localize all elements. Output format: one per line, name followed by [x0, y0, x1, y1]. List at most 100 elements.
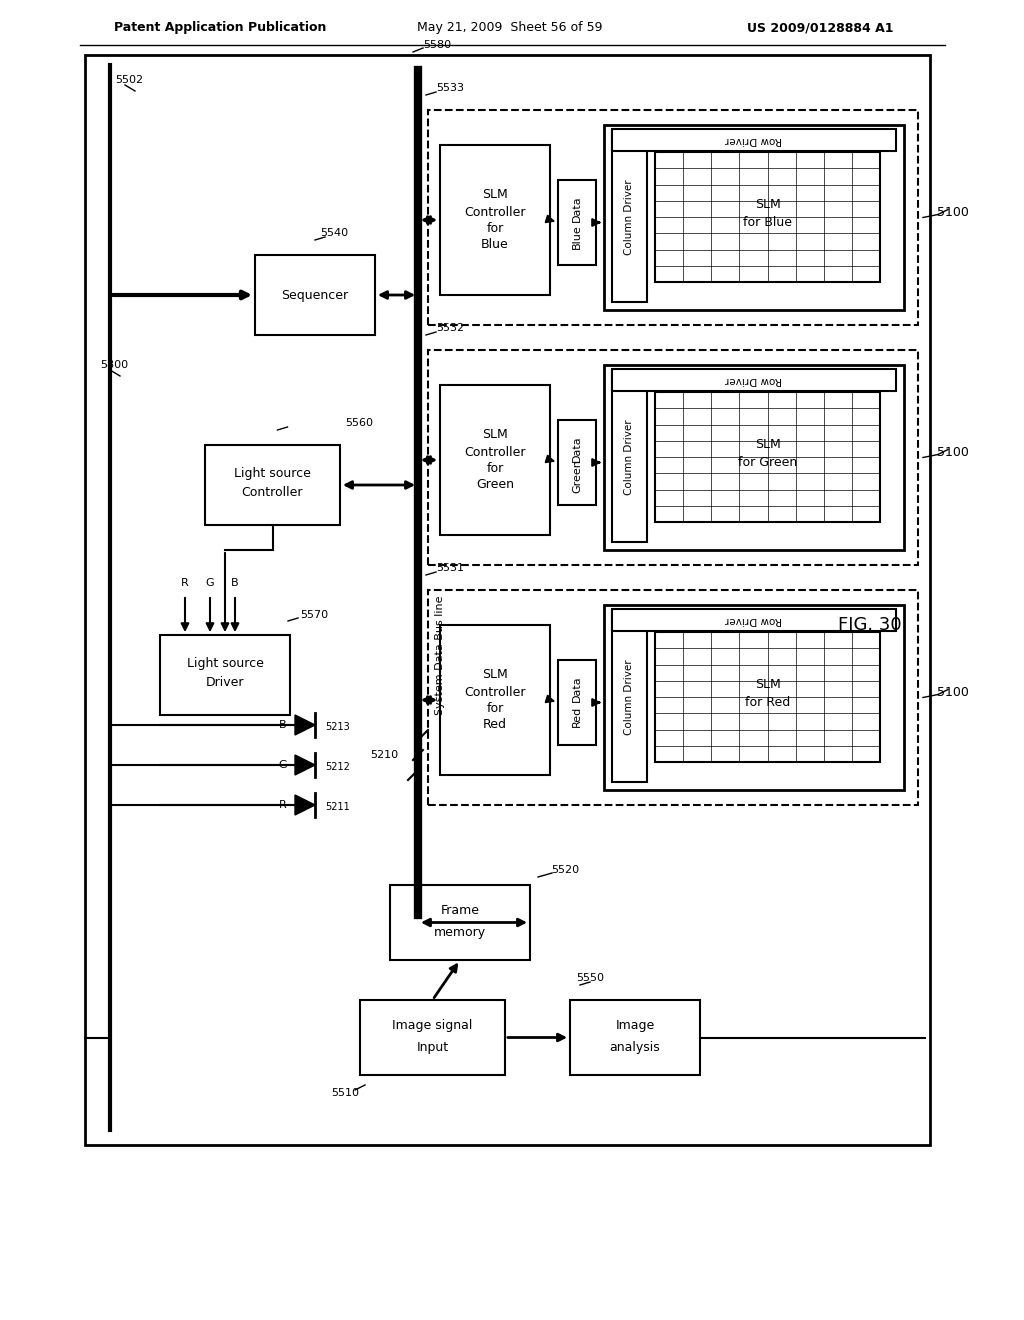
Text: SLM: SLM [482, 189, 508, 202]
Text: for Red: for Red [744, 697, 791, 710]
Text: Green: Green [476, 478, 514, 491]
Text: G: G [279, 760, 288, 770]
Bar [390, 884, 530, 960]
Text: 5212: 5212 [325, 762, 350, 772]
Bar [440, 624, 550, 775]
Text: 5520: 5520 [551, 865, 579, 875]
Text: 5533: 5533 [436, 83, 464, 92]
Text: SLM: SLM [482, 429, 508, 441]
Text: Data: Data [572, 676, 582, 702]
Bar [255, 255, 375, 335]
Text: Blue: Blue [481, 238, 509, 251]
Text: Patent Application Publication: Patent Application Publication [114, 21, 327, 34]
Text: G: G [206, 578, 214, 587]
Text: 5531: 5531 [436, 564, 464, 573]
Bar [428, 110, 918, 325]
Text: Data: Data [572, 195, 582, 222]
Text: 5510: 5510 [331, 1088, 359, 1098]
Text: SLM: SLM [755, 678, 780, 692]
Bar [428, 590, 918, 805]
Text: Image: Image [615, 1019, 654, 1032]
Polygon shape [295, 755, 315, 775]
Bar [205, 445, 340, 525]
Bar [558, 420, 596, 506]
Bar [160, 635, 290, 715]
Bar [558, 660, 596, 744]
Text: Frame: Frame [440, 904, 479, 917]
Text: R: R [181, 578, 188, 587]
Text: B: B [280, 719, 287, 730]
Bar [612, 374, 647, 543]
Text: Data: Data [572, 436, 582, 462]
Text: Controller: Controller [242, 487, 303, 499]
Text: 5800: 5800 [100, 360, 128, 370]
Text: Blue: Blue [572, 224, 582, 249]
Text: SLM: SLM [755, 438, 780, 451]
Text: Driver: Driver [206, 676, 245, 689]
Bar [612, 612, 647, 781]
Bar [604, 125, 904, 310]
Text: 5100: 5100 [937, 446, 969, 459]
Text: Row Driver: Row Driver [725, 135, 782, 145]
Text: 5550: 5550 [575, 973, 604, 983]
Text: Red: Red [572, 706, 582, 727]
Bar [85, 55, 930, 1144]
Text: for Green: for Green [738, 457, 797, 470]
Text: FIG. 30: FIG. 30 [839, 616, 902, 634]
Text: Input: Input [417, 1041, 449, 1053]
Text: Image signal: Image signal [392, 1019, 473, 1032]
Text: Controller: Controller [464, 206, 525, 219]
Bar [612, 129, 896, 150]
Text: 5100: 5100 [937, 686, 969, 700]
Bar [440, 145, 550, 294]
Bar [428, 350, 918, 565]
Text: Light source: Light source [234, 466, 311, 479]
Text: B: B [231, 578, 239, 587]
Text: for: for [486, 462, 504, 474]
Text: R: R [280, 800, 287, 810]
Text: Row Driver: Row Driver [725, 615, 782, 624]
Bar [655, 632, 880, 762]
Bar [612, 370, 896, 391]
Text: May 21, 2009  Sheet 56 of 59: May 21, 2009 Sheet 56 of 59 [417, 21, 603, 34]
Bar [612, 133, 647, 302]
Text: Red: Red [483, 718, 507, 730]
Text: 5502: 5502 [115, 75, 143, 84]
Text: for: for [486, 701, 504, 714]
Bar [612, 609, 896, 631]
Bar [604, 366, 904, 550]
Text: for: for [486, 222, 504, 235]
Bar [655, 392, 880, 521]
Text: Sequencer: Sequencer [282, 289, 348, 301]
Text: Light source: Light source [186, 656, 263, 669]
Text: 5532: 5532 [436, 323, 464, 333]
Text: for Blue: for Blue [743, 216, 792, 230]
Text: Green: Green [572, 459, 582, 494]
Text: 5540: 5540 [319, 228, 348, 238]
Text: 5570: 5570 [300, 610, 328, 620]
Text: System Data Bus line: System Data Bus line [435, 595, 445, 714]
Text: SLM: SLM [482, 668, 508, 681]
Text: 5211: 5211 [325, 803, 350, 812]
Text: 5210: 5210 [370, 750, 398, 760]
Text: 5100: 5100 [937, 206, 969, 219]
Text: Controller: Controller [464, 446, 525, 458]
Text: 5213: 5213 [325, 722, 350, 733]
Bar [558, 180, 596, 265]
Polygon shape [295, 715, 315, 735]
Bar [604, 605, 904, 789]
Text: Column Driver: Column Driver [625, 660, 635, 735]
Text: Column Driver: Column Driver [625, 180, 635, 255]
Bar [360, 1001, 505, 1074]
Text: Controller: Controller [464, 685, 525, 698]
Text: SLM: SLM [755, 198, 780, 211]
Text: analysis: analysis [609, 1041, 660, 1053]
Bar [570, 1001, 700, 1074]
Text: Row Driver: Row Driver [725, 375, 782, 385]
Text: US 2009/0128884 A1: US 2009/0128884 A1 [746, 21, 893, 34]
Bar [655, 152, 880, 282]
Polygon shape [295, 795, 315, 814]
Text: 5580: 5580 [423, 40, 452, 50]
Text: Column Driver: Column Driver [625, 420, 635, 495]
Bar [440, 385, 550, 535]
